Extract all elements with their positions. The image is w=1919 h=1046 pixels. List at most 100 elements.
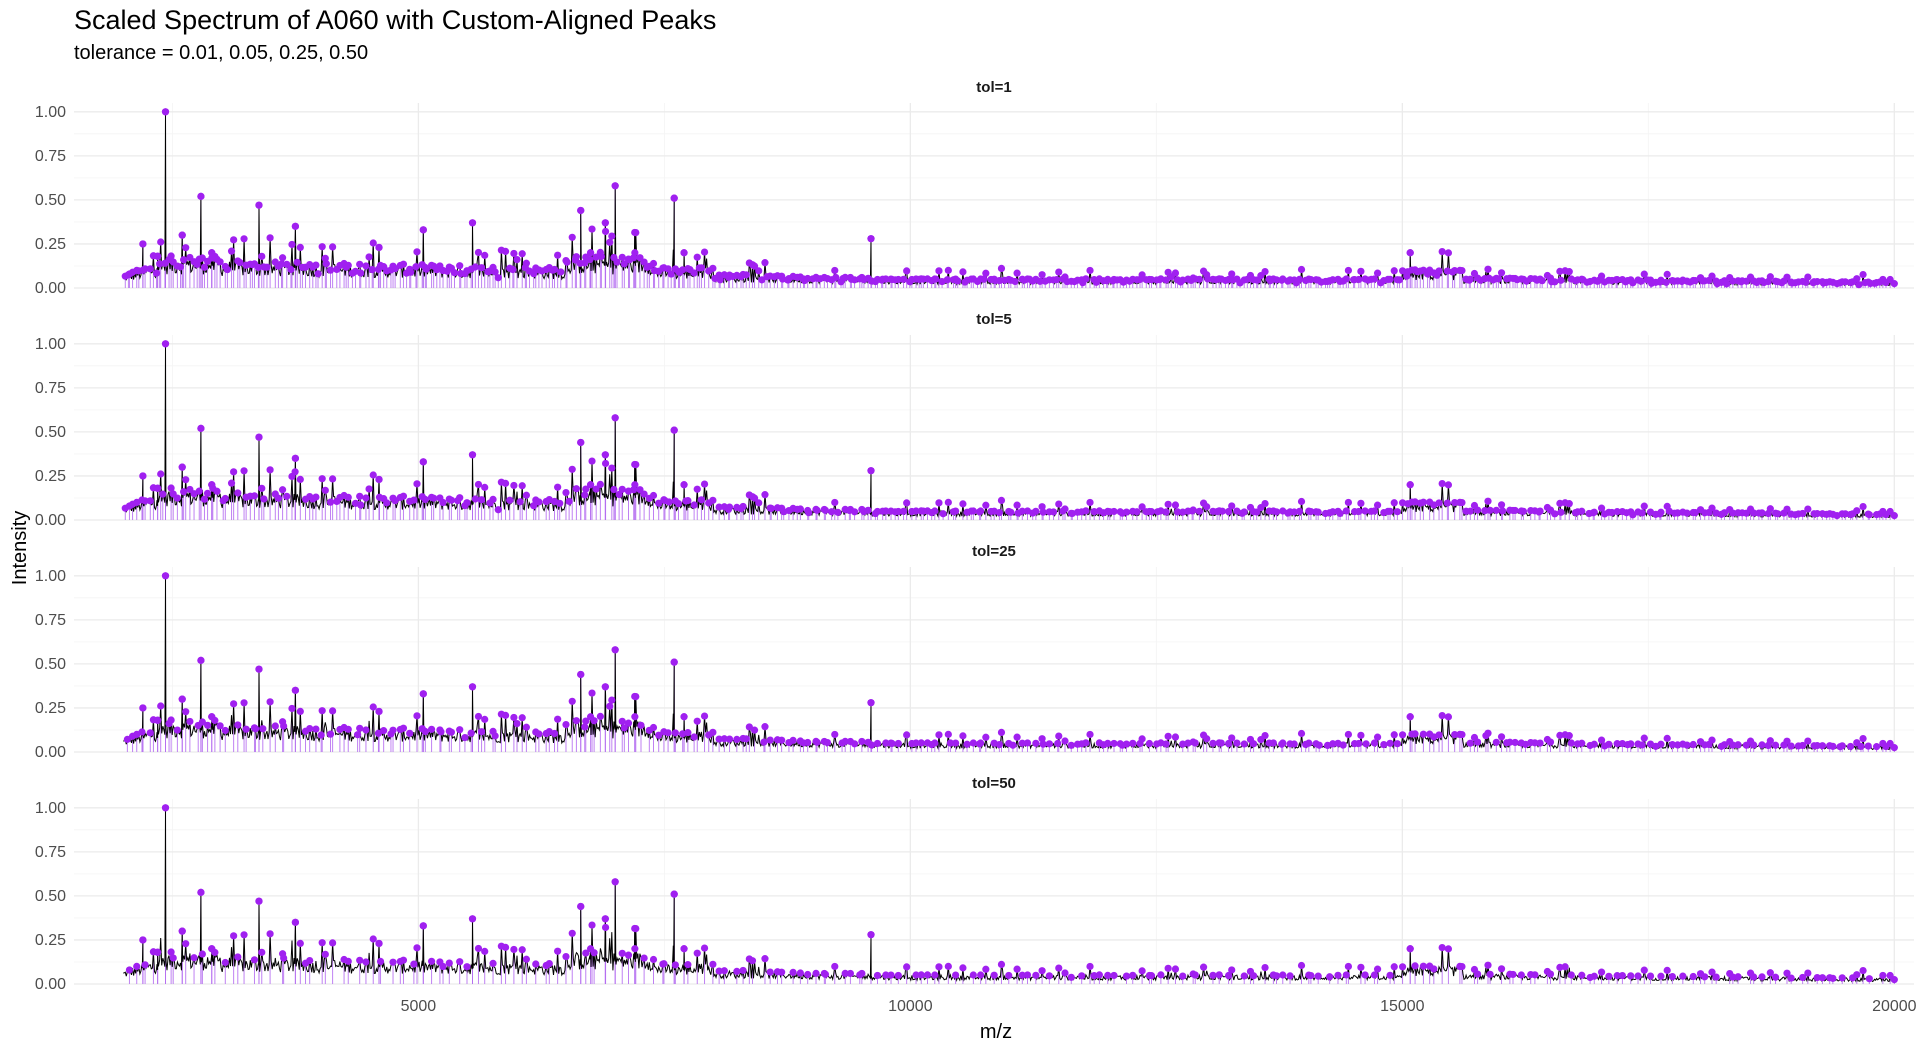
- peak-point: [1297, 265, 1306, 274]
- peak-point: [1203, 735, 1211, 743]
- peak-point: [494, 274, 502, 282]
- y-tick-label: 1.00: [35, 104, 66, 121]
- peak-point: [522, 723, 530, 731]
- peak-point: [1859, 966, 1867, 975]
- peak-point: [834, 508, 842, 516]
- peak-point: [952, 971, 960, 979]
- peak-point: [1286, 972, 1294, 980]
- peak-point: [291, 454, 299, 462]
- peak-point: [1473, 970, 1482, 978]
- peak-point: [266, 698, 274, 706]
- peak-point: [959, 500, 967, 508]
- peak-point: [1484, 729, 1492, 737]
- peak-point: [510, 481, 518, 490]
- peak-point: [173, 726, 181, 734]
- peak-point: [1314, 508, 1322, 516]
- peak-point: [997, 496, 1006, 505]
- peak-point: [230, 236, 238, 244]
- peak-point: [234, 489, 242, 497]
- peak-point: [437, 728, 445, 736]
- peak-point: [1511, 738, 1519, 747]
- peak-point: [450, 269, 459, 277]
- peak-point: [291, 686, 299, 694]
- peak-point: [474, 248, 483, 257]
- peak-point: [491, 732, 499, 740]
- peak-point: [1224, 739, 1233, 748]
- peak-point: [1638, 509, 1646, 517]
- peak-point: [588, 457, 596, 465]
- peak-point: [882, 971, 890, 979]
- peak-point: [912, 971, 920, 979]
- peak-point: [611, 878, 619, 886]
- peak-point: [1357, 267, 1365, 275]
- peak-point: [1565, 500, 1573, 508]
- peak-point: [903, 499, 911, 507]
- peak-point: [1679, 972, 1687, 980]
- peak-point: [1344, 266, 1352, 275]
- peak-point: [167, 484, 175, 492]
- peak-point: [178, 927, 186, 935]
- peak-point: [1261, 267, 1269, 276]
- peak-point: [439, 498, 447, 507]
- peak-point: [1067, 741, 1075, 749]
- peak-point: [1269, 739, 1277, 747]
- peak-point: [477, 728, 486, 736]
- peak-point: [693, 253, 701, 261]
- peak-point: [491, 268, 499, 276]
- peak-point: [1032, 507, 1040, 515]
- peak-point: [463, 499, 471, 507]
- peak-point: [159, 490, 167, 498]
- peak-point: [1138, 271, 1146, 279]
- peak-point: [1634, 972, 1642, 980]
- peak-point: [1597, 272, 1606, 280]
- peak-point: [1138, 735, 1146, 743]
- peak-point: [216, 258, 224, 266]
- peak-point: [750, 494, 759, 502]
- peak-point: [952, 739, 960, 747]
- peak-point: [1307, 275, 1315, 284]
- peak-point: [1879, 971, 1887, 980]
- peak-point: [318, 707, 326, 715]
- peak-point: [1249, 972, 1258, 980]
- peak-point: [227, 479, 236, 487]
- peak-point: [518, 250, 526, 258]
- peak-point: [1712, 973, 1720, 981]
- peak-point: [1233, 739, 1241, 747]
- peak-point: [322, 260, 330, 268]
- peak-point: [468, 683, 477, 691]
- peak-point: [1307, 507, 1315, 516]
- peak-point: [263, 263, 271, 271]
- peak-point: [283, 492, 291, 500]
- peak-point: [1565, 268, 1573, 276]
- peak-point: [288, 704, 296, 713]
- peak-point: [1486, 970, 1494, 978]
- peak-point: [1657, 508, 1665, 516]
- peak-point: [550, 729, 559, 738]
- peak-point: [586, 945, 595, 953]
- peak-point: [291, 918, 299, 926]
- peak-point: [1049, 508, 1058, 516]
- peak-point: [1086, 730, 1094, 739]
- peak-points: [123, 572, 1898, 752]
- peak-point: [980, 275, 988, 283]
- peak-point: [375, 475, 383, 484]
- peak-point: [823, 738, 832, 747]
- peak-point: [1355, 739, 1363, 748]
- peak-point: [1406, 481, 1414, 489]
- peak-point: [733, 735, 741, 744]
- peak-point: [805, 509, 813, 517]
- peak-point: [178, 695, 186, 703]
- peak-point: [1438, 247, 1446, 256]
- y-tick-label: 0.00: [35, 280, 66, 297]
- peak-point: [1164, 964, 1172, 972]
- peak-point: [812, 969, 820, 977]
- peak-point: [468, 915, 477, 923]
- peak-point: [582, 949, 590, 957]
- peak-point: [1758, 509, 1766, 517]
- peak-point: [601, 923, 610, 932]
- peak-point: [1637, 277, 1645, 285]
- peak-point: [611, 182, 619, 190]
- peak-point: [1853, 275, 1861, 283]
- peak-point: [1536, 739, 1544, 747]
- y-tick-label: 0.25: [35, 236, 66, 253]
